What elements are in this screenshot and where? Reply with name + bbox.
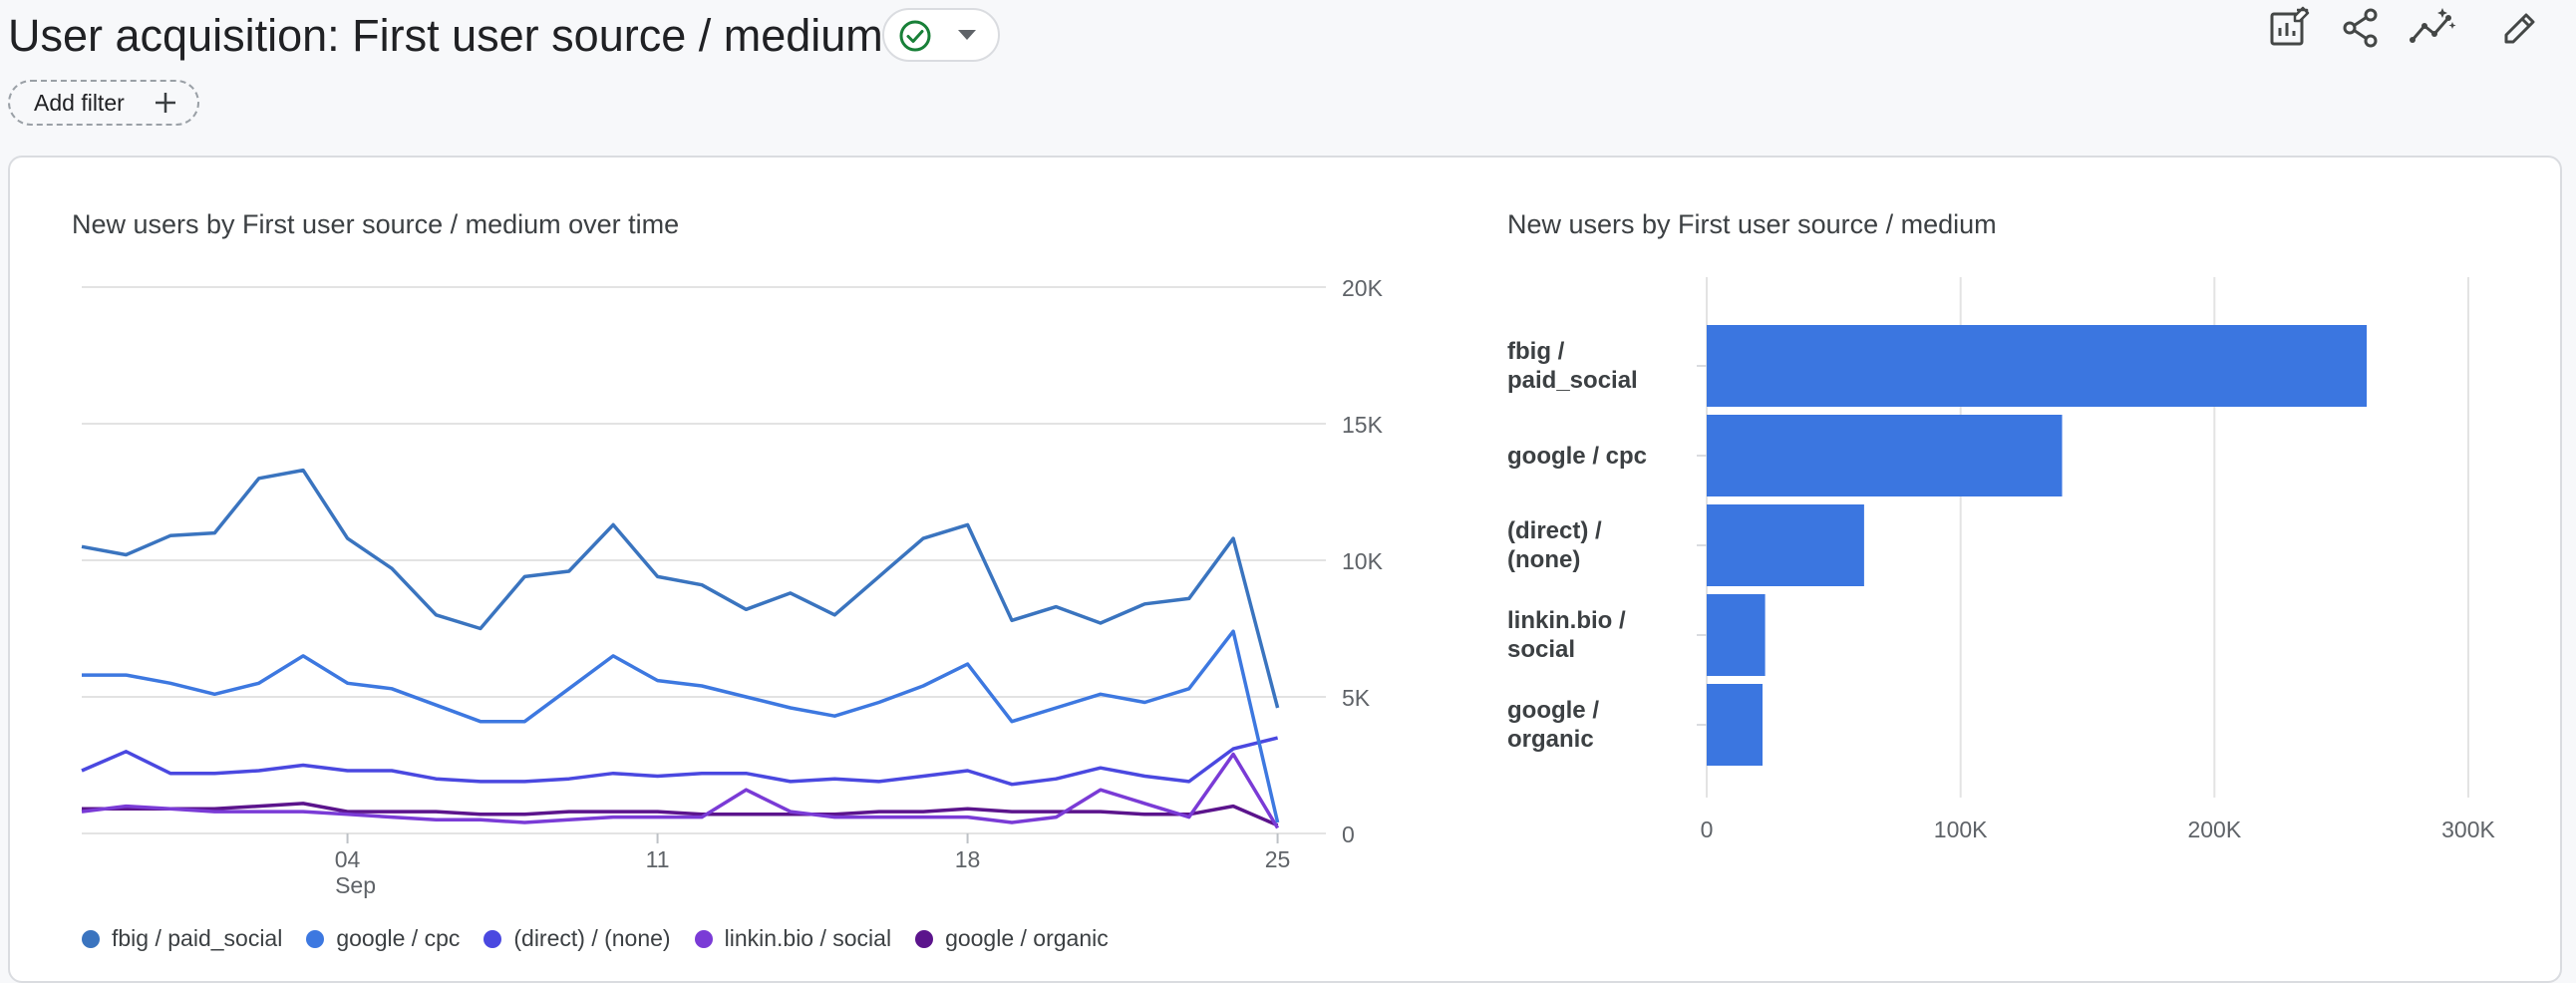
legend-label: fbig / paid_social	[112, 925, 283, 951]
x-month-label: Sep	[335, 872, 376, 898]
bar-category-label: (direct) / (none)	[1507, 517, 1602, 573]
x-tick-label: 18	[955, 846, 981, 872]
legend-label: google / cpc	[336, 925, 461, 951]
legend-dot-icon	[694, 930, 713, 948]
chart-card	[8, 156, 2562, 983]
legend-item[interactable]: fbig / paid_social	[82, 923, 282, 953]
x-tick-label: 11	[646, 846, 670, 872]
page-title: User acquisition: First user source / me…	[8, 10, 883, 61]
y-tick-label: 20K	[1342, 275, 1384, 301]
bar-category-label: fbig / paid_social	[1507, 338, 1638, 394]
bar-category-label: google / organic	[1507, 697, 1599, 753]
legend-item[interactable]: (direct) / (none)	[483, 923, 671, 953]
y-tick-label: 0	[1342, 821, 1355, 847]
y-tick-label: 15K	[1342, 412, 1384, 438]
bar-chart-title: New users by First user source / medium	[1507, 209, 1997, 239]
y-tick-label: 5K	[1342, 685, 1371, 711]
legend-dot-icon	[306, 930, 325, 948]
share-icon[interactable]	[2339, 6, 2383, 50]
legend-label: linkin.bio / social	[724, 925, 892, 951]
edit-icon[interactable]	[2498, 6, 2542, 50]
status-dropdown[interactable]	[882, 8, 1000, 62]
add-filter-label: Add filter	[34, 90, 125, 116]
line-chart-legend: fbig / paid_social google / cpc (direct) /…	[82, 923, 1132, 953]
check-circle-icon	[899, 20, 931, 52]
y-tick-label: 10K	[1342, 548, 1384, 574]
series-line[interactable]	[81, 736, 1279, 787]
line-chart-title: New users by First user source / medium …	[72, 209, 680, 239]
caret-down-icon	[958, 30, 976, 40]
legend-label: google / organic	[945, 925, 1109, 951]
plus-icon	[156, 93, 175, 113]
insights-icon[interactable]	[2409, 6, 2456, 50]
customize-report-icon[interactable]	[2267, 6, 2311, 50]
series-line[interactable]	[81, 468, 1280, 709]
legend-label: (direct) / (none)	[513, 925, 671, 951]
series-line[interactable]	[82, 802, 1279, 827]
legend-dot-icon	[915, 930, 934, 948]
legend-dot-icon	[82, 930, 100, 948]
x-tick-label: 25	[1265, 846, 1291, 872]
series-line[interactable]	[81, 752, 1280, 829]
bar-category-label: linkin.bio / social	[1507, 607, 1626, 663]
legend-item[interactable]: google / organic	[915, 923, 1109, 953]
series-line[interactable]	[82, 629, 1280, 823]
legend-item[interactable]: linkin.bio / social	[694, 923, 892, 953]
legend-dot-icon	[483, 930, 502, 948]
add-filter-button[interactable]: Add filter	[8, 80, 199, 126]
legend-item[interactable]: google / cpc	[306, 923, 460, 953]
bar-category-label: google / cpc	[1507, 442, 1648, 470]
x-tick-label: 04	[335, 846, 361, 872]
report-header: User acquisition: First user source / me…	[0, 0, 2576, 160]
